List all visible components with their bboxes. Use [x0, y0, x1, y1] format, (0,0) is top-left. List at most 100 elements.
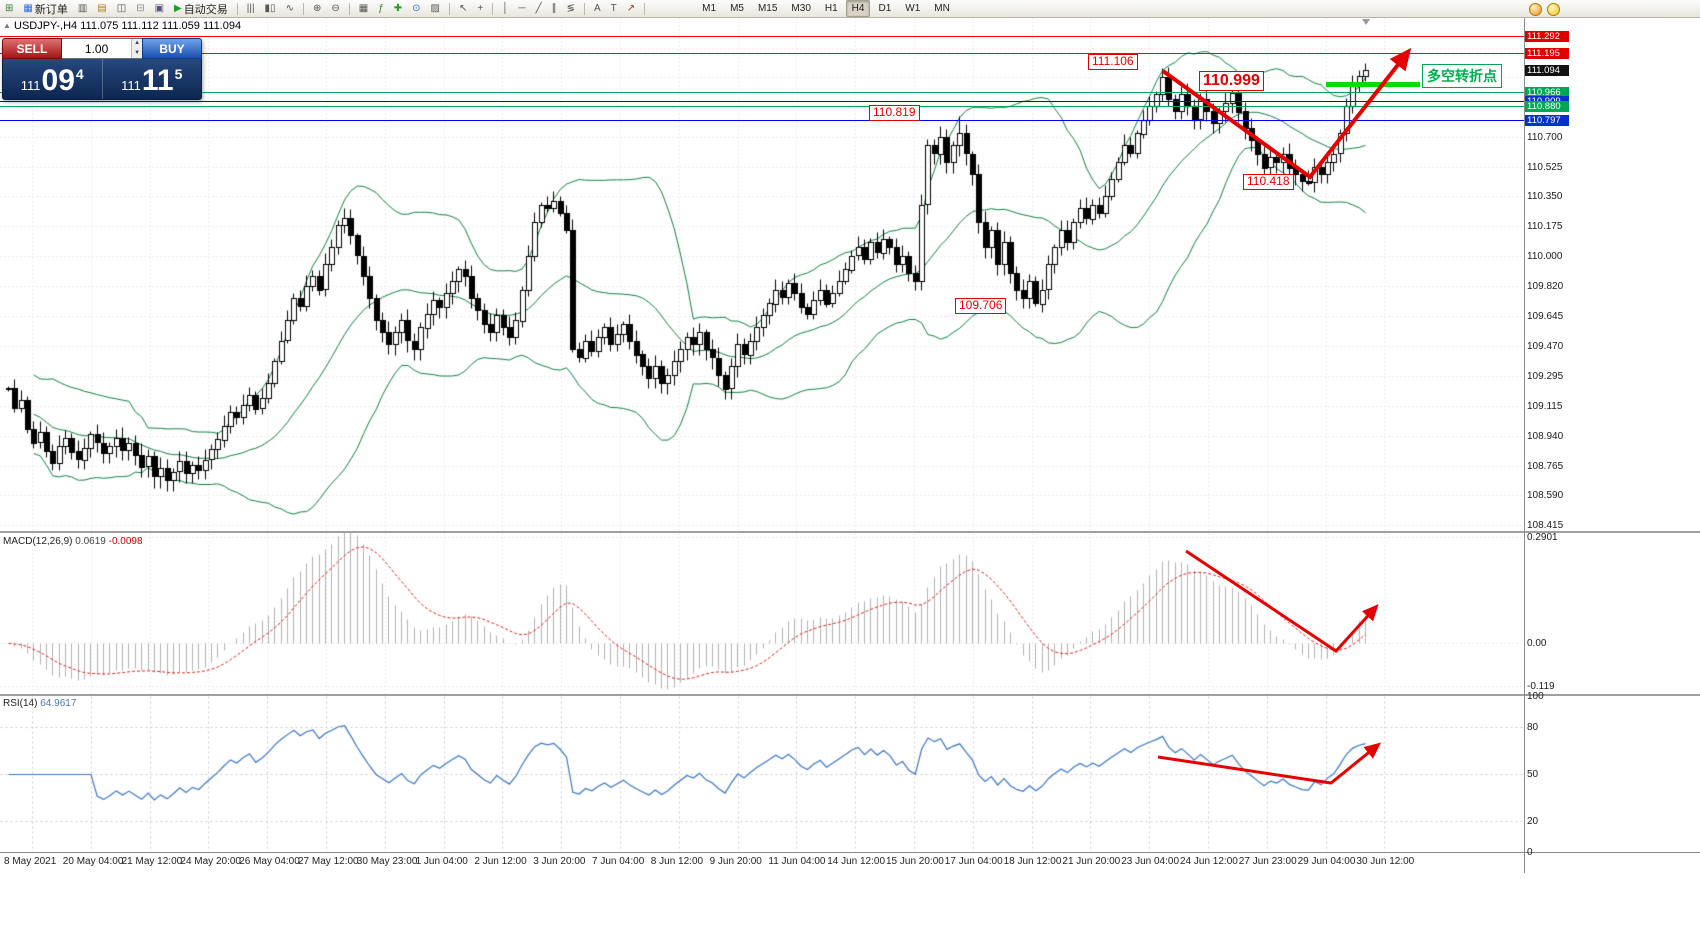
timeframe-m1[interactable]: M1 — [702, 3, 717, 14]
market-watch-icon[interactable]: ▤ — [93, 0, 110, 17]
timeframe-h4[interactable]: H4 — [845, 0, 871, 17]
timeframe-w1[interactable]: W1 — [905, 3, 921, 14]
candlestick-chart-icon[interactable]: ▮▯ — [261, 0, 280, 17]
period-icon[interactable]: ⊙ — [408, 0, 424, 17]
price-annotation-label[interactable]: 111.106 — [1088, 54, 1138, 70]
navigator-icon[interactable]: ⊟ — [132, 0, 148, 17]
rsi-canvas[interactable] — [0, 696, 1524, 852]
price-tick: 109.820 — [1527, 281, 1564, 292]
time-axis-label: 18 Jun 12:00 — [1003, 856, 1062, 867]
panel-divider-macd[interactable] — [0, 531, 1700, 533]
line-chart-icon[interactable]: ∿ — [282, 0, 298, 17]
indicators-icon[interactable]: ƒ — [374, 0, 388, 17]
toolbar-buttons: ⊞ ▦ 新订单 ▥ ▤ ◫ ⊟ ▣ ▶ 自动交易 ||| ▮▯ ∿ ⊕ ⊖ ▦ ƒ ✚ ⊙ ▨ ↖ + │ ─ ╱ ∥ ≶ A T ↗ — [0, 0, 649, 17]
time-axis-label: 8 May 2021 — [4, 856, 57, 867]
label-icon: T — [610, 3, 617, 14]
timeframe-buttons: M1 M5 M15 M30 H1 H4 D1 W1 MN — [695, 0, 957, 17]
navigator-icon: ⊟ — [136, 3, 145, 14]
new-order-button-label: 新订单 — [34, 3, 68, 16]
macd-canvas[interactable] — [0, 533, 1524, 694]
zoom-in-icon[interactable]: ⊕ — [309, 0, 325, 17]
chart-shift-marker[interactable] — [1362, 19, 1370, 25]
price-tick: 108.415 — [1527, 520, 1564, 531]
trendline-icon[interactable]: ╱ — [532, 0, 546, 17]
volume-input[interactable] — [62, 39, 132, 58]
buy-button[interactable]: BUY — [142, 38, 202, 59]
price-tick: 110.175 — [1527, 221, 1563, 232]
cursor-icon[interactable]: ↖ — [455, 0, 471, 17]
arrows-icon: ↗ — [626, 3, 636, 14]
channel-icon[interactable]: ∥ — [548, 0, 561, 17]
tile-windows-icon: ▦ — [358, 3, 369, 14]
autotrading-button[interactable]: ▶ 自动交易 — [170, 0, 232, 17]
volume-down-icon[interactable]: ▼ — [132, 48, 142, 58]
new-order-button[interactable]: ▦ 新订单 — [19, 0, 71, 17]
new-chart-icon[interactable]: ⊞ — [1, 0, 17, 17]
arrows-icon[interactable]: ↗ — [623, 0, 639, 17]
text-icon: A — [593, 3, 601, 14]
terminal-icon: ▣ — [154, 3, 165, 14]
crosshair-icon: + — [477, 3, 484, 14]
zoom-out-icon[interactable]: ⊖ — [327, 0, 343, 17]
price-level-line[interactable] — [0, 53, 1524, 54]
rsi-trend-arrow[interactable] — [1157, 742, 1382, 785]
price-annotation-label[interactable]: 109.706 — [955, 298, 1007, 314]
vertical-line-icon[interactable]: │ — [498, 0, 512, 17]
chart-profiles-icon[interactable]: ▥ — [74, 0, 91, 17]
mood-icon-2[interactable] — [1547, 3, 1560, 16]
macd-scale-label: 0.2901 — [1527, 532, 1558, 543]
fibonacci-icon[interactable]: ≶ — [563, 0, 579, 17]
price-level-line[interactable] — [0, 106, 1524, 107]
toolbar-separator — [348, 2, 350, 15]
macd-scale-label: 0.00 — [1527, 638, 1547, 649]
buy-price-sup: 5 — [174, 66, 183, 82]
terminal-icon[interactable]: ▣ — [151, 0, 168, 17]
data-window-icon: ◫ — [116, 3, 127, 14]
price-level-line[interactable] — [0, 36, 1524, 37]
zoom-in-icon: ⊕ — [312, 3, 322, 14]
label-icon[interactable]: T — [607, 0, 621, 17]
timeframe-m30[interactable]: M30 — [791, 3, 811, 14]
timeframe-d1[interactable]: D1 — [878, 3, 892, 14]
price-tick: 110.000 — [1527, 251, 1563, 262]
time-axis-border — [0, 852, 1700, 853]
price-annotation-label[interactable]: 110.418 — [1243, 174, 1294, 190]
crosshair-icon[interactable]: + — [473, 0, 487, 17]
price-tick: 108.940 — [1527, 431, 1564, 442]
price-level-line[interactable] — [0, 101, 1524, 102]
horizontal-line-icon[interactable]: ─ — [514, 0, 529, 17]
mood-icon-1[interactable] — [1529, 3, 1542, 16]
panel-divider-rsi[interactable] — [0, 694, 1700, 696]
price-annotation-label[interactable]: 110.819 — [869, 105, 920, 121]
add-indicator-icon[interactable]: ✚ — [390, 0, 406, 17]
new-order-icon: ▦ — [23, 3, 33, 14]
time-axis-label: 23 Jun 04:00 — [1121, 856, 1180, 867]
price-annotation-label[interactable]: 110.999 — [1199, 71, 1264, 92]
rsi-scale-label: 0 — [1527, 847, 1533, 858]
price-scale-border[interactable] — [1524, 17, 1525, 873]
text-icon[interactable]: A — [590, 0, 605, 17]
oneclick-collapse-icon[interactable]: ▲ — [3, 21, 11, 30]
turn-point-label[interactable]: 多空转折点 — [1422, 64, 1502, 88]
timeframe-h1[interactable]: H1 — [824, 3, 838, 14]
price-level-line[interactable] — [0, 120, 1524, 121]
bar-chart-icon[interactable]: ||| — [243, 0, 259, 17]
price-chart-canvas[interactable] — [0, 17, 1524, 531]
timeframe-mn[interactable]: MN — [934, 3, 950, 14]
vertical-line-icon: │ — [502, 3, 509, 14]
toolbar: ⊞ ▦ 新订单 ▥ ▤ ◫ ⊟ ▣ ▶ 自动交易 ||| ▮▯ ∿ ⊕ ⊖ ▦ ƒ ✚ ⊙ ▨ ↖ + │ ─ ╱ ∥ ≶ A T ↗ M… — [0, 0, 1700, 18]
time-axis-label: 21 Jun 20:00 — [1062, 856, 1121, 867]
new-chart-icon: ⊞ — [5, 3, 14, 14]
timeframe-m5[interactable]: M5 — [730, 3, 744, 14]
price-trend-arrow[interactable] — [1161, 47, 1412, 180]
data-window-icon[interactable]: ◫ — [113, 0, 130, 17]
price-level-line[interactable] — [0, 92, 1524, 93]
macd-trend-arrow[interactable] — [1185, 549, 1379, 653]
volume-up-icon[interactable]: ▲ — [132, 39, 142, 49]
turn-point-line[interactable] — [1326, 82, 1420, 87]
time-axis-label: 21 May 12:00 — [121, 856, 183, 867]
sell-button[interactable]: SELL — [2, 38, 62, 59]
tile-windows-icon[interactable]: ▦ — [355, 0, 372, 17]
templates-icon[interactable]: ▨ — [427, 0, 444, 17]
timeframe-m15[interactable]: M15 — [757, 3, 778, 14]
